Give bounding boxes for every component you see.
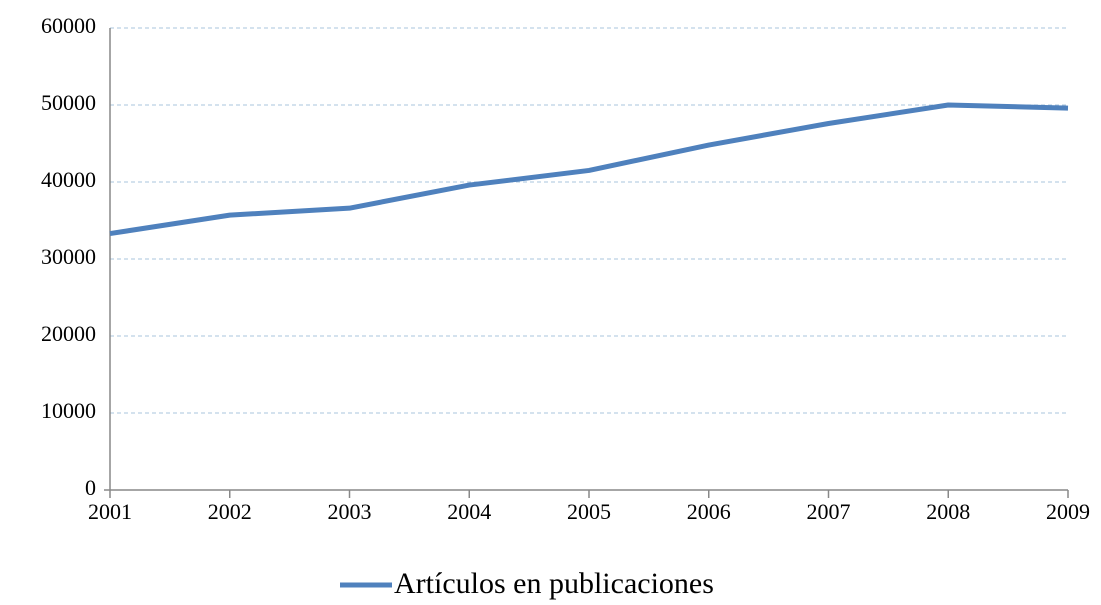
x-tick-label: 2007 <box>807 499 851 524</box>
x-tick-label: 2006 <box>687 499 731 524</box>
x-tick-label: 2002 <box>208 499 252 524</box>
y-tick-label: 10000 <box>41 398 96 423</box>
x-tick-label: 2004 <box>447 499 491 524</box>
x-tick-label: 2001 <box>88 499 132 524</box>
y-tick-label: 30000 <box>41 244 96 269</box>
y-tick-label: 40000 <box>41 167 96 192</box>
line-series <box>109 102 1069 237</box>
x-tick-label: 2003 <box>328 499 372 524</box>
legend-label: Artículos en publicaciones <box>394 567 714 600</box>
y-tick-label: 20000 <box>41 321 96 346</box>
y-tick-label: 50000 <box>41 90 96 115</box>
x-tick-label: 2005 <box>567 499 611 524</box>
y-tick-label: 0 <box>85 475 96 500</box>
x-tick-label: 2009 <box>1046 499 1090 524</box>
x-tick-label: 2008 <box>926 499 970 524</box>
y-tick-label: 60000 <box>41 13 96 38</box>
